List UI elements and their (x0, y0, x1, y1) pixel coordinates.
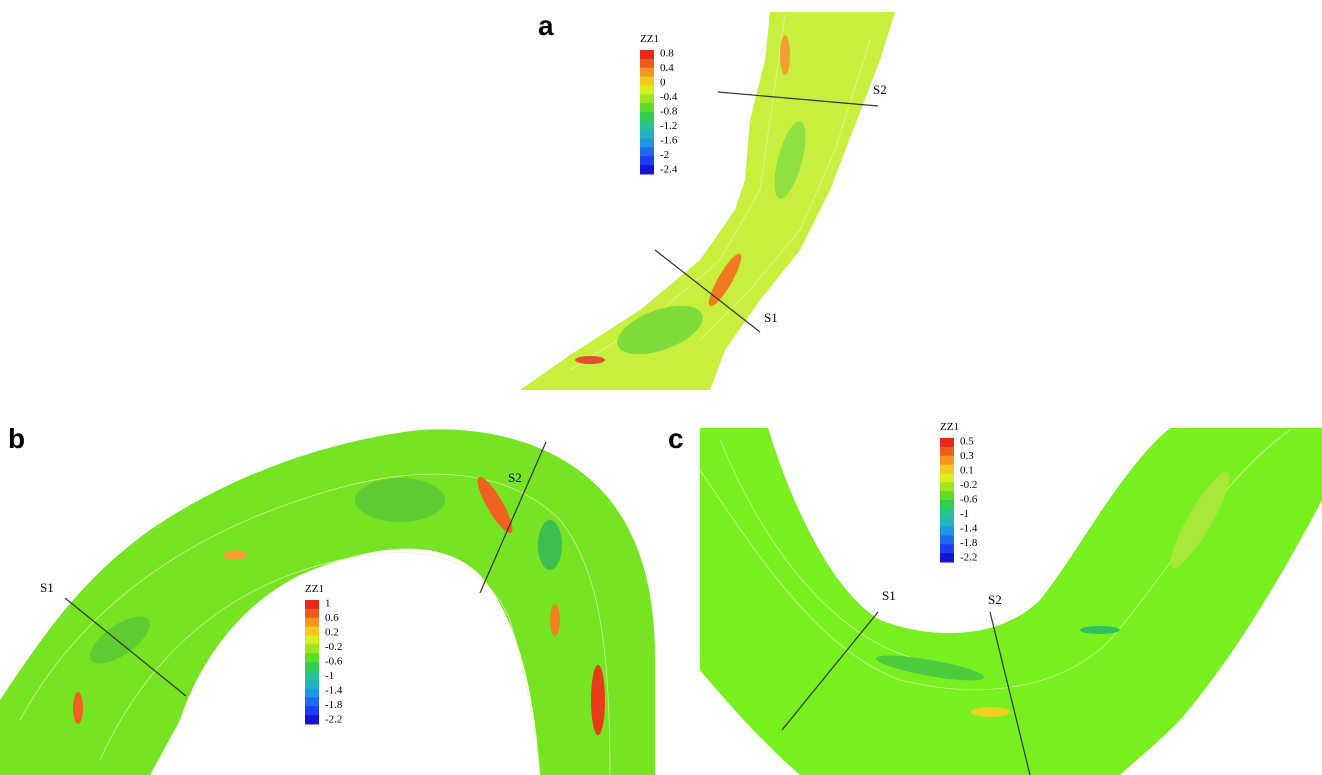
panel-label: b (8, 423, 25, 454)
legend-swatch (640, 50, 654, 59)
legend-label: -0.2 (960, 479, 977, 491)
legend-label: 0 (660, 77, 666, 89)
legend-swatch (940, 518, 954, 527)
legend-label: -0.8 (660, 106, 678, 118)
legend-swatch (305, 653, 319, 662)
section-label: S1 (764, 310, 778, 325)
patch (355, 478, 445, 522)
section-label: S2 (988, 592, 1002, 607)
legend-swatch (640, 94, 654, 103)
legend-label: -1 (325, 670, 334, 682)
patch (970, 707, 1010, 717)
legend-swatch (305, 671, 319, 680)
legend-swatch (305, 662, 319, 671)
section-label: S1 (882, 588, 896, 603)
legend-swatch (640, 68, 654, 77)
legend-swatch (305, 689, 319, 698)
legend-label: -0.4 (660, 91, 678, 103)
legend-swatch (940, 456, 954, 465)
legend-label: -1.2 (660, 120, 677, 132)
legend-label: 0.1 (960, 465, 974, 477)
legend-swatch (940, 500, 954, 509)
patch (550, 604, 560, 636)
patch (73, 692, 83, 724)
legend-label: -2.2 (325, 714, 342, 726)
legend-swatch (640, 77, 654, 86)
legend-swatch (305, 697, 319, 706)
legend-swatch (640, 112, 654, 121)
legend-swatch (640, 103, 654, 112)
legend-swatch (640, 139, 654, 148)
patch (591, 665, 605, 735)
legend-swatch (305, 600, 319, 609)
legend-swatch (305, 706, 319, 715)
figure: a S1 S2 ZZ10.80.40-0.4-0.8-1.2-1.6-2-2.4… (0, 0, 1322, 775)
legend-label: -1.8 (960, 537, 978, 549)
legend-swatch (305, 627, 319, 636)
section-label: S2 (508, 470, 522, 485)
legend-swatch (640, 59, 654, 68)
section-label: S2 (873, 82, 887, 97)
legend-label: -1 (960, 508, 969, 520)
legend-swatch (940, 553, 954, 562)
legend-swatch (640, 85, 654, 94)
patch (1080, 626, 1120, 634)
panel-label: c (668, 423, 684, 454)
legend-label: 1 (325, 598, 331, 610)
legend-swatch (305, 618, 319, 627)
legend-label: -2 (660, 149, 669, 161)
legend-swatch (305, 715, 319, 724)
legend-swatch (940, 482, 954, 491)
legend-swatch (940, 491, 954, 500)
legend-swatch (640, 121, 654, 130)
river (520, 12, 895, 390)
legend-swatch (940, 535, 954, 544)
legend-title: ZZ1 (305, 583, 324, 595)
legend-swatch (940, 465, 954, 474)
legend-swatch (640, 165, 654, 174)
legend-label: 0.8 (660, 48, 674, 60)
legend-swatch (940, 447, 954, 456)
legend-swatch (940, 527, 954, 536)
legend-label: -1.6 (660, 135, 678, 147)
patch (538, 520, 562, 570)
panel-c (700, 428, 1322, 775)
legend-label: -1.4 (325, 685, 343, 697)
patch (575, 356, 605, 364)
legend-swatch (640, 147, 654, 156)
legend-label: 0.2 (325, 627, 339, 639)
legend-swatch (940, 544, 954, 553)
legend-swatch (940, 509, 954, 518)
legend-label: -0.2 (325, 641, 342, 653)
legend-label: 0.6 (325, 612, 339, 624)
legend-swatch (305, 609, 319, 618)
legend-label: -1.4 (960, 523, 978, 535)
legend-label: -0.6 (960, 494, 978, 506)
section-label: S1 (40, 580, 54, 595)
legend-swatch (305, 635, 319, 644)
legend-label: -2.2 (960, 552, 977, 564)
legend-swatch (640, 156, 654, 165)
legend-swatch (640, 130, 654, 139)
legend-swatch (940, 473, 954, 482)
legend-swatch (305, 644, 319, 653)
legend-label: 0.4 (660, 62, 674, 74)
legend-swatch (305, 680, 319, 689)
legend-swatch (940, 438, 954, 447)
legend-title: ZZ1 (640, 33, 659, 45)
patch (780, 35, 790, 75)
legend-label: -2.4 (660, 164, 678, 176)
legend-title: ZZ1 (940, 421, 959, 433)
legend-label: -1.8 (325, 699, 343, 711)
legend-label: -0.6 (325, 656, 343, 668)
legend-label: 0.5 (960, 436, 974, 448)
panel-label: a (538, 10, 554, 41)
legend-label: 0.3 (960, 450, 974, 462)
patch (223, 550, 247, 560)
